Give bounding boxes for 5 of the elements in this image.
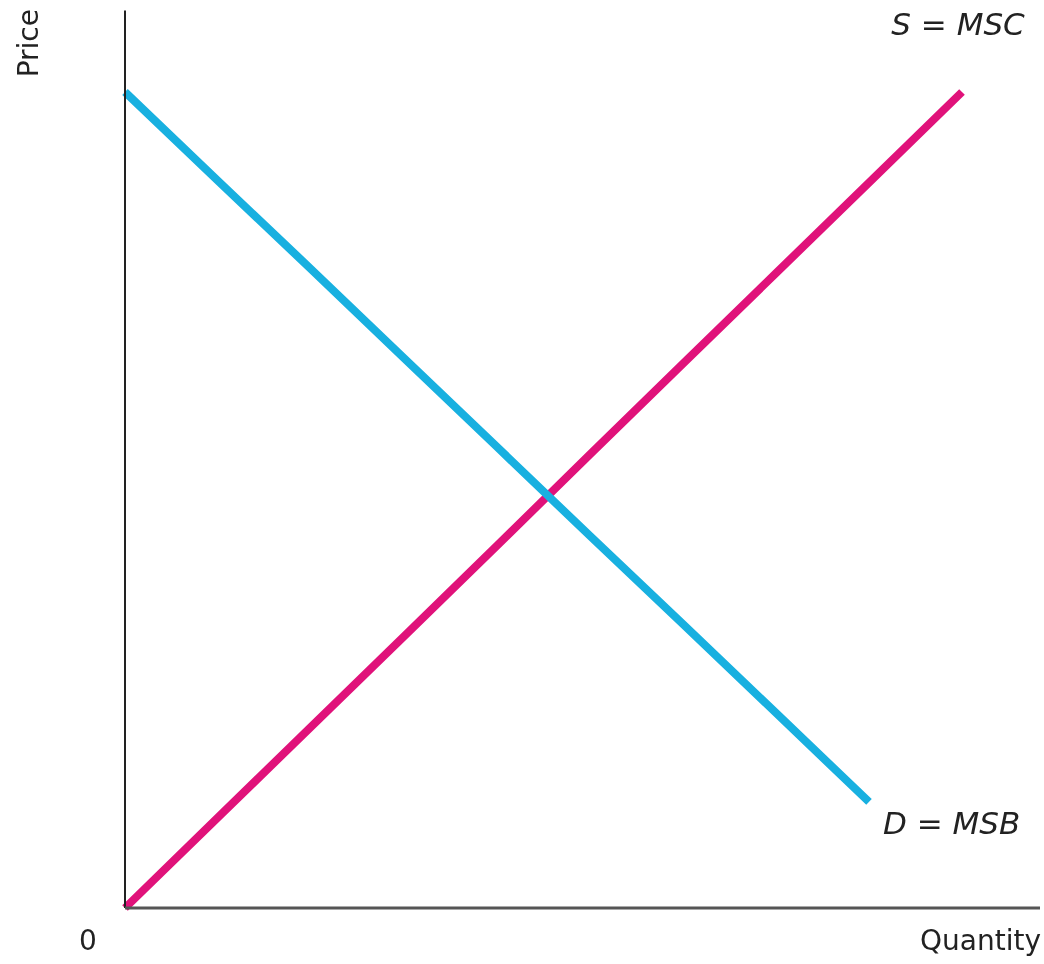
text: S = MSC — [891, 6, 1026, 42]
x-axis-title: Quantity — [920, 924, 1041, 957]
y-axis-title: Price — [12, 9, 45, 78]
series-label: D = MSB — [883, 804, 1021, 841]
text: 0 — [79, 924, 97, 957]
